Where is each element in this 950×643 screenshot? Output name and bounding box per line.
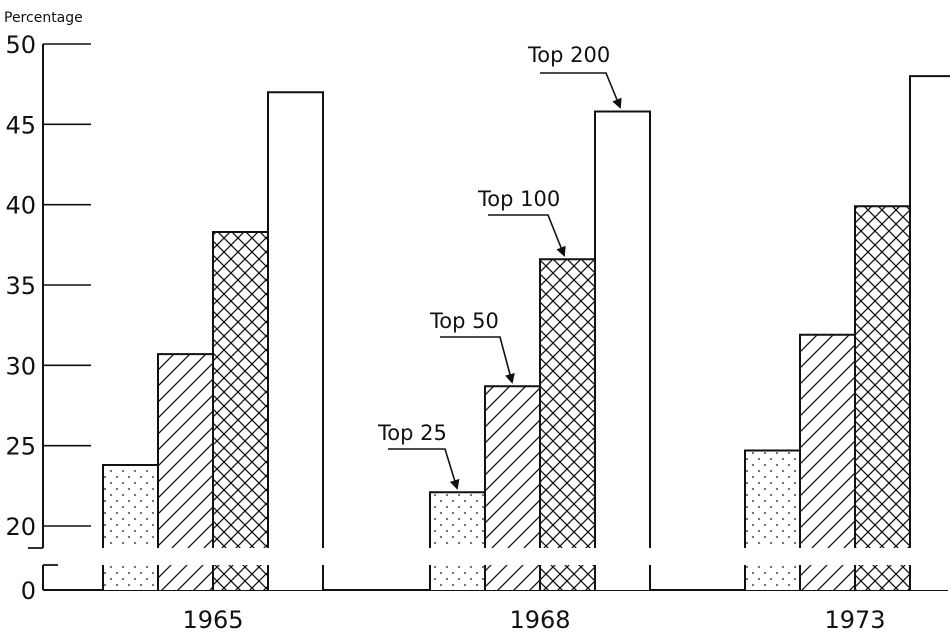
bar	[800, 334, 855, 548]
annotation-arrow	[440, 336, 515, 384]
annotations-group: Top 25 Top 50 Top 100 Top 200	[377, 43, 622, 490]
category-label: 1968	[509, 606, 570, 634]
y-tick-label: 40	[5, 192, 36, 220]
bar-base	[213, 565, 268, 590]
bar	[103, 464, 158, 548]
bar	[268, 92, 323, 548]
y-tick-label: 45	[5, 111, 36, 139]
bar-base	[540, 565, 595, 590]
bar-base	[103, 565, 158, 590]
bar-base	[910, 565, 950, 590]
bar	[485, 386, 540, 548]
bar-base	[158, 565, 213, 590]
bar	[158, 354, 213, 548]
y-axis-label: Percentage	[4, 10, 83, 26]
y-tick-label-baseline: 0	[21, 577, 36, 605]
bar	[745, 450, 800, 548]
bar-base	[800, 565, 855, 590]
bar-outline	[594, 110, 651, 548]
annotation-label: Top 50	[429, 309, 499, 333]
bar-base-outline	[909, 565, 911, 590]
bar	[910, 76, 950, 548]
bar-outline	[909, 75, 950, 548]
y-tick-label: 30	[5, 352, 36, 380]
bar-base	[268, 565, 323, 590]
annotation-label: Top 100	[477, 187, 560, 211]
category-label: 1965	[182, 606, 243, 634]
bar	[540, 259, 595, 548]
y-tick-label: 50	[5, 31, 36, 59]
axis-break-mark	[28, 547, 58, 566]
annotation-label: Top 200	[527, 43, 610, 67]
bar-outline	[267, 91, 324, 548]
annotation-arrow	[488, 214, 566, 257]
y-tick-label: 20	[5, 513, 36, 541]
category-label: 1973	[824, 606, 885, 634]
y-tick-label: 25	[5, 433, 36, 461]
bar-base	[485, 565, 540, 590]
bar-base-outline	[267, 565, 324, 590]
bar-base	[855, 565, 910, 590]
bar	[213, 231, 268, 549]
bar	[430, 492, 485, 548]
y-tick-label: 35	[5, 272, 36, 300]
bar-base	[595, 565, 650, 590]
y-ticks-group: 20 25 30 35 40 45 50 0	[5, 31, 91, 605]
category-labels-group: 1965 1968 1973	[182, 606, 885, 634]
bar-base	[745, 565, 800, 590]
bar	[855, 206, 910, 549]
bar	[595, 111, 650, 548]
bar-base	[430, 565, 485, 590]
annotation-arrow	[540, 72, 622, 109]
bar-base-outline	[594, 565, 651, 590]
annotation-label: Top 25	[377, 421, 447, 445]
bars-group	[102, 75, 950, 590]
annotation-arrow	[388, 448, 460, 490]
